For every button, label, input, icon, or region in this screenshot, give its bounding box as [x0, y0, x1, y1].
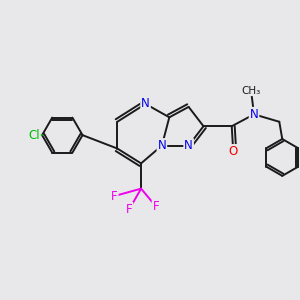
- Text: Cl: Cl: [28, 129, 40, 142]
- Text: O: O: [229, 145, 238, 158]
- Text: F: F: [111, 190, 118, 202]
- Text: F: F: [153, 200, 159, 213]
- Text: N: N: [184, 139, 193, 152]
- Text: CH₃: CH₃: [242, 85, 261, 96]
- Text: N: N: [141, 98, 150, 110]
- Text: F: F: [126, 203, 133, 216]
- Text: N: N: [158, 139, 166, 152]
- Text: N: N: [250, 108, 258, 121]
